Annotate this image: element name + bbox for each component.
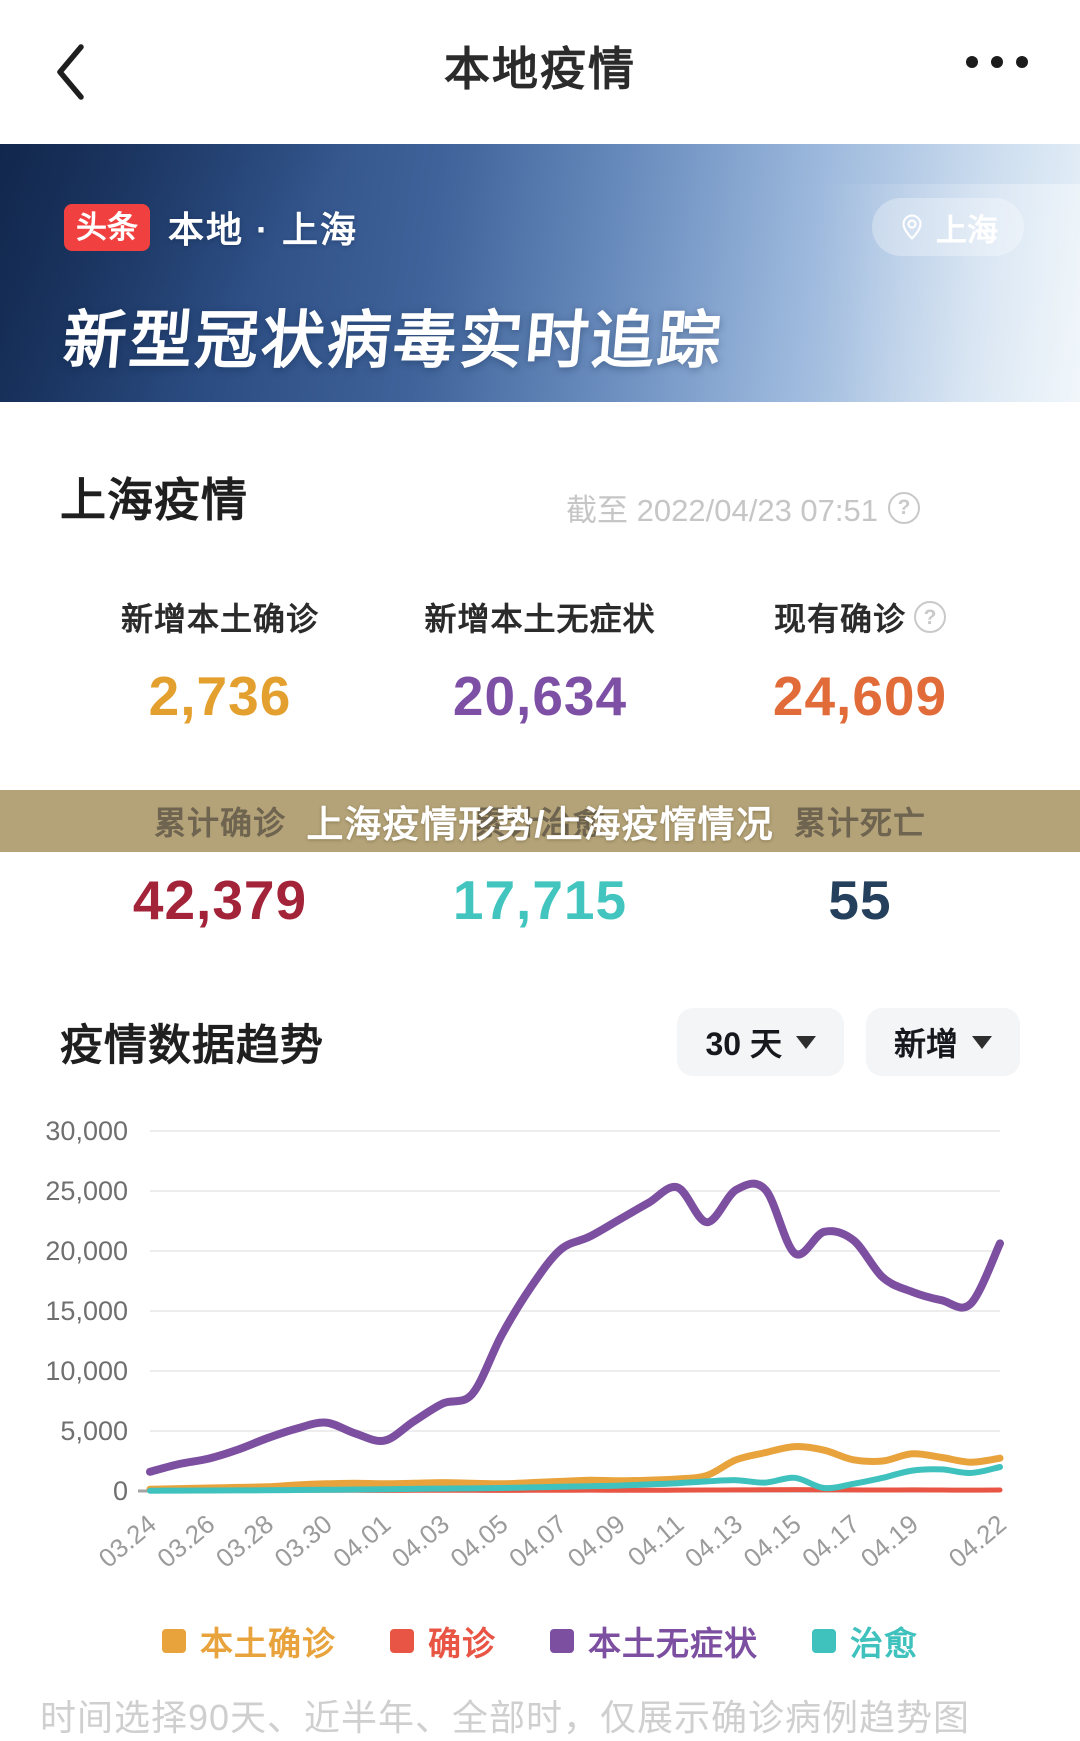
banner-subtitle: 本地 · 上海 <box>168 209 358 250</box>
svg-text:04.13: 04.13 <box>679 1509 748 1574</box>
time-range-dropdown[interactable]: 30 天 <box>677 1008 844 1076</box>
metric-dropdown[interactable]: 新增 <box>865 1008 1020 1076</box>
stat-existing-confirmed: 现有确诊 ? 24,609 <box>700 594 1020 728</box>
legend-label: 本土确诊 <box>200 1625 336 1662</box>
svg-text:20,000: 20,000 <box>45 1236 128 1266</box>
svg-text:04.17: 04.17 <box>796 1509 865 1574</box>
time-range-value: 30 天 <box>705 1026 782 1062</box>
stat-label: 现有确诊 <box>773 601 906 637</box>
stat-label-cumulative-deaths: 累计死亡 <box>793 805 926 841</box>
legend-label: 本土无症状 <box>588 1625 758 1662</box>
legend-item-cured[interactable]: 治愈 <box>812 1617 918 1665</box>
hero-banner: 头条 本地 · 上海 上海 新型冠状病毒实时追踪 <box>0 144 1080 402</box>
trend-section-header: 疫情数据趋势 30 天 新增 <box>60 1008 1020 1076</box>
banner-title: 新型冠状病毒实时追踪 <box>60 306 727 376</box>
legend-label: 治愈 <box>850 1625 918 1662</box>
location-pill[interactable]: 上海 <box>872 198 1024 256</box>
svg-text:04.03: 04.03 <box>386 1509 455 1574</box>
legend-label: 确诊 <box>428 1625 496 1662</box>
stat-label-cumulative-cured: 累计治愈 <box>473 805 606 841</box>
svg-text:04.15: 04.15 <box>738 1509 807 1574</box>
summary-section-title: 上海疫情 <box>60 474 248 526</box>
stat-label: 新增本土无症状 <box>424 601 656 637</box>
svg-text:0: 0 <box>113 1476 128 1506</box>
legend-swatch <box>812 1629 836 1653</box>
stats-row-new: 新增本土确诊 2,736 新增本土无症状 20,634 现有确诊 ? 24,60… <box>60 594 1020 728</box>
trend-chart-canvas[interactable]: 30,00025,00020,00015,00010,0005,000003.2… <box>0 1086 1080 1606</box>
stat-new-local-confirmed: 新增本土确诊 2,736 <box>60 594 380 728</box>
svg-text:25,000: 25,000 <box>45 1176 128 1206</box>
brand-badge: 头条 <box>64 203 150 251</box>
chevron-down-icon <box>972 1035 992 1049</box>
svg-text:03.24: 03.24 <box>93 1509 162 1574</box>
legend-swatch <box>162 1629 186 1653</box>
svg-text:04.11: 04.11 <box>622 1509 690 1573</box>
data-as-of: 截至 2022/04/23 07:51 ? <box>566 485 920 530</box>
more-menu-button[interactable] <box>966 56 1028 68</box>
chart-footnote: 时间选择90天、近半年、全部时，仅展示确诊病例趋势图 <box>40 1697 971 1738</box>
trend-section-title: 疫情数据趋势 <box>60 1022 324 1070</box>
as-of-text: 截至 2022/04/23 07:51 <box>566 493 878 528</box>
svg-text:04.19: 04.19 <box>855 1509 924 1574</box>
stat-label-cumulative-confirmed: 累计确诊 <box>153 805 286 841</box>
legend-swatch <box>550 1629 574 1653</box>
stat-value: 20,634 <box>452 665 628 727</box>
back-chevron-icon <box>57 44 84 100</box>
help-icon[interactable]: ? <box>888 491 920 524</box>
legend-swatch <box>390 1629 414 1653</box>
page-title: 本地疫情 <box>444 43 636 95</box>
svg-text:30,000: 30,000 <box>45 1116 128 1146</box>
svg-text:15,000: 15,000 <box>45 1296 128 1326</box>
svg-text:04.05: 04.05 <box>444 1509 513 1574</box>
chevron-down-icon <box>795 1035 816 1049</box>
stats-row-cumulative: 42,379 17,715 55 <box>60 868 1020 932</box>
stat-value: 24,609 <box>772 665 948 727</box>
legend-item-local-asymptomatic[interactable]: 本土无症状 <box>550 1617 758 1665</box>
stat-value: 2,736 <box>148 665 292 727</box>
svg-text:03.30: 03.30 <box>269 1509 338 1574</box>
stat-label: 新增本土确诊 <box>120 601 319 637</box>
location-pin-icon <box>902 214 922 240</box>
cumulative-band: 累计确诊 累计治愈 累计死亡 上海疫情形势/上海疫惰情况 <box>0 790 1080 852</box>
metric-value: 新增 <box>893 1026 958 1062</box>
svg-text:10,000: 10,000 <box>45 1356 128 1386</box>
location-pill-label: 上海 <box>936 212 998 248</box>
summary-section: 上海疫情 截至 2022/04/23 07:51 ? 新增本土确诊 2,736 … <box>0 464 1080 728</box>
legend-item-local-confirmed[interactable]: 本土确诊 <box>162 1617 336 1665</box>
trend-chart[interactable]: 30,000 25,000 20,000 15,000 10,000 5,000 0 03.2… <box>0 1086 1080 1611</box>
chart-legend: 本土确诊 确诊 本土无症状 治愈 <box>0 1617 1080 1665</box>
svg-text:04.07: 04.07 <box>503 1509 572 1574</box>
stat-new-local-asymptomatic: 新增本土无症状 20,634 <box>380 594 700 728</box>
stat-value-cumulative-deaths: 55 <box>828 869 892 931</box>
top-navigation-bar: 本地疫情 <box>0 0 1080 132</box>
svg-text:5,000: 5,000 <box>60 1416 128 1446</box>
svg-text:04.22: 04.22 <box>943 1509 1012 1574</box>
stat-value-cumulative-confirmed: 42,379 <box>132 869 308 931</box>
svg-text:04.01: 04.01 <box>327 1509 396 1574</box>
svg-text:03.28: 03.28 <box>210 1509 279 1574</box>
svg-text:03.26: 03.26 <box>151 1509 220 1574</box>
stat-value-cumulative-cured: 17,715 <box>452 869 628 931</box>
help-icon[interactable]: ? <box>914 601 946 633</box>
legend-item-confirmed[interactable]: 确诊 <box>390 1617 496 1665</box>
svg-text:04.09: 04.09 <box>562 1509 631 1574</box>
back-button[interactable] <box>42 36 98 108</box>
more-icon <box>966 56 978 68</box>
